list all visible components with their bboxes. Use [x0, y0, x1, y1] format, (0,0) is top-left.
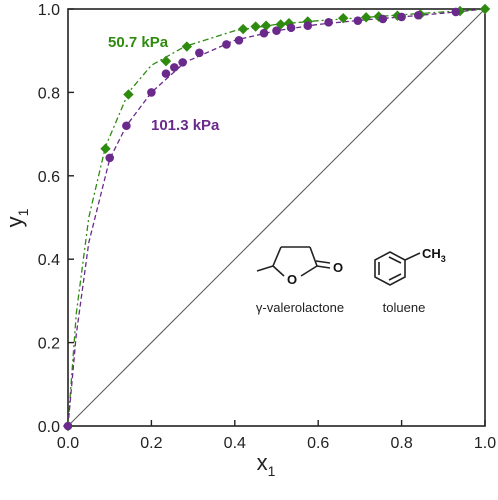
data-point-101-3-kpa: [272, 26, 281, 35]
x-tick-label: 0.8: [390, 435, 412, 452]
data-point-101-3-kpa: [170, 63, 179, 72]
data-point-101-3-kpa: [303, 21, 313, 30]
toluene-structure: [374, 251, 421, 286]
y-tick-label: 1.0: [38, 2, 60, 19]
x-tick-label: 0.0: [57, 435, 79, 452]
data-point-101-3-kpa: [63, 421, 73, 431]
data-point-50-7-kpa: [100, 143, 111, 154]
y-tick-label: 0.8: [38, 85, 60, 102]
data-point-101-3-kpa: [413, 10, 423, 20]
data-point-50-7-kpa: [360, 12, 372, 23]
data-point-101-3-kpa: [378, 14, 388, 24]
x-axis-ticks: 0.0 0.2 0.4 0.6 0.8 1.0: [57, 420, 496, 452]
y-tick-label: 0.0: [38, 419, 60, 436]
x-tick-label: 0.6: [307, 435, 329, 452]
gamma-valerolactone-structure: [256, 246, 331, 277]
data-point-101-3-kpa: [451, 7, 461, 17]
annotation-101-3-kpa: 101.3 kPa: [151, 117, 220, 134]
data-point-101-3-kpa: [195, 48, 204, 58]
data-point-101-3-kpa: [234, 35, 244, 45]
y-axis-title: y1: [2, 208, 31, 227]
y-tick-label: 0.2: [38, 336, 60, 353]
data-point-50-7-kpa: [338, 12, 349, 24]
y-tick-label: 0.4: [38, 252, 60, 269]
methyl-ch: CH: [422, 246, 441, 261]
x-tick-label: 0.2: [140, 435, 162, 452]
ring-oxygen-label: O: [287, 272, 297, 287]
data-point-50-7-kpa: [479, 3, 491, 15]
x-tick-label: 1.0: [474, 435, 496, 452]
data-point-50-7-kpa: [250, 21, 261, 32]
data-point-50-7-kpa: [260, 20, 272, 31]
y-axis-title-main: y: [2, 216, 27, 227]
data-point-101-3-kpa: [259, 28, 269, 38]
plot-frame: [67, 8, 486, 427]
y-axis-title-sub: 1: [15, 208, 31, 216]
data-point-50-7-kpa: [123, 89, 134, 100]
gvl-name: γ-valerolactone: [256, 300, 344, 315]
data-point-101-3-kpa: [397, 12, 406, 22]
data-point-101-3-kpa: [122, 121, 131, 131]
x-axis-title-sub: 1: [268, 463, 276, 479]
toluene-name: toluene: [383, 300, 426, 315]
x-tick-label: 0.4: [224, 435, 246, 452]
data-point-101-3-kpa: [178, 58, 187, 67]
x-axis-title-main: x: [257, 450, 268, 475]
data-markers: [62, 3, 491, 432]
methyl-group-label: CH3: [422, 246, 446, 264]
y-tick-label: 0.6: [38, 169, 60, 186]
diagonal-line: [67, 8, 486, 427]
data-point-101-3-kpa: [286, 23, 296, 33]
data-point-50-7-kpa: [160, 55, 172, 67]
data-point-50-7-kpa: [237, 23, 249, 35]
data-point-101-3-kpa: [324, 18, 333, 27]
methyl-sub: 3: [441, 254, 446, 264]
data-point-101-3-kpa: [105, 153, 114, 163]
carbonyl-oxygen-label: O: [333, 260, 343, 275]
annotation-50-7-kpa: 50.7 kPa: [108, 34, 169, 51]
x-axis-title: x1: [257, 450, 276, 479]
y-axis-ticks: 0.0 0.2 0.4 0.6 0.8 1.0: [38, 2, 74, 436]
data-point-101-3-kpa: [353, 16, 363, 25]
data-point-50-7-kpa: [181, 41, 193, 52]
data-point-101-3-kpa: [147, 88, 156, 97]
data-point-101-3-kpa: [222, 40, 231, 49]
data-point-101-3-kpa: [161, 69, 171, 78]
